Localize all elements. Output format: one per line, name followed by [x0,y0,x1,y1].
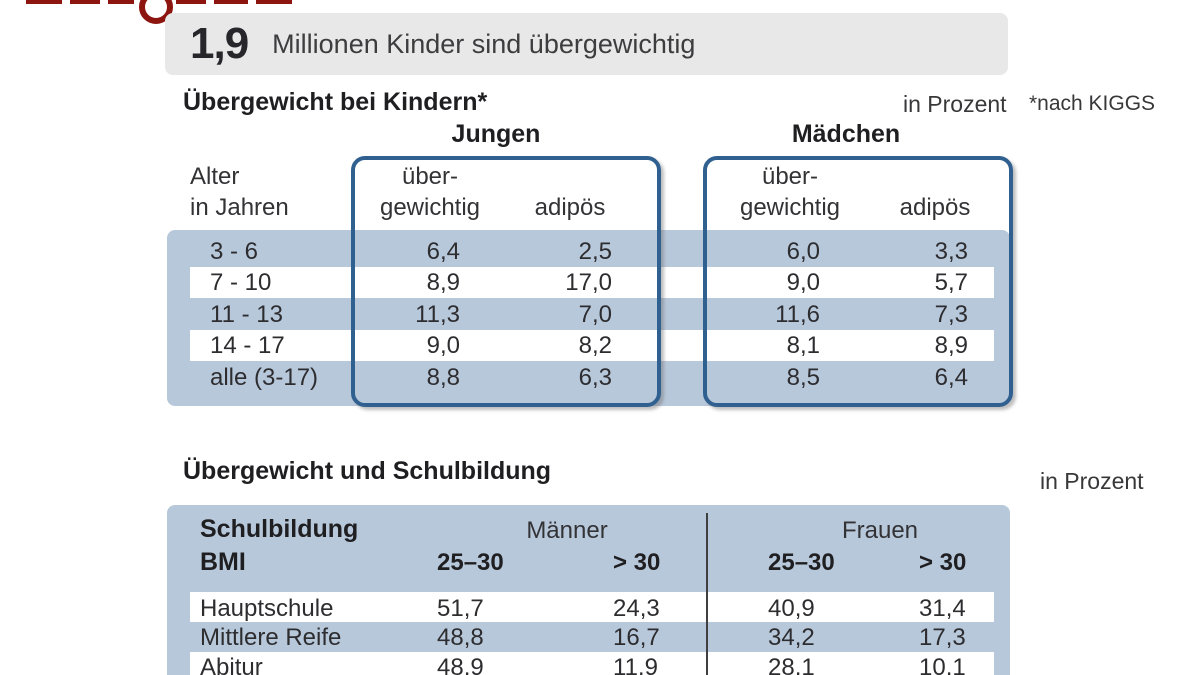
table-row-label: Abitur [200,654,263,675]
headline-fragment [70,0,100,4]
cell-value: 5,7 [934,269,968,296]
section1-title: Übergewicht bei Kindern* [183,88,488,116]
headline-fragment [214,0,248,4]
frauen-bmi-25-30-header: 25–30 [768,549,835,576]
cell-value: 34,2 [768,624,815,651]
cell-value: 9,0 [786,269,820,296]
cell-value: 31,4 [919,595,966,622]
cell-value: 3,3 [934,238,968,265]
table-stripe [190,330,994,361]
table-row-age: 11 - 13 [210,301,283,328]
headline-fragment [256,0,292,4]
table-row-label: Mittlere Reife [200,624,342,651]
cell-value: 8,9 [426,269,460,296]
schulbildung-table: Schulbildung BMI Männer Frauen 25–30 > 3… [167,505,1010,675]
section2-unit-label: in Prozent [1040,468,1144,494]
cell-value: 6,3 [578,364,612,391]
cell-value: 8,1 [786,332,820,359]
cell-value: 9,0 [426,332,460,359]
cell-value: 10,1 [919,654,966,675]
cell-value: 8,9 [934,332,968,359]
cell-value: 24,3 [613,595,660,622]
overweight-header-line1: über- [761,163,819,190]
maenner-bmi-over-30-header: > 30 [613,549,661,576]
overweight-header-line2: gewichtig [739,194,841,221]
cell-value: 6,4 [934,364,968,391]
cell-value: 11,6 [775,301,820,328]
fact-box: 1,9 Millionen Kinder sind übergewichtig [165,13,1008,75]
headline-fragment-g-descender [139,0,173,24]
table-row-age: alle (3-17) [210,364,319,391]
cell-value: 2,5 [578,238,612,265]
fact-label: Millionen Kinder sind übergewichtig [272,28,696,59]
bmi-header: BMI [200,548,246,576]
maenner-bmi-25-30-header: 25–30 [437,549,504,576]
jungen-overweight-header: über- gewichtig [355,161,505,223]
headline-fragment [108,0,134,4]
group-label-maenner: Männer [526,517,608,544]
cell-value: 48,8 [437,624,484,651]
headline-fragment [176,0,206,4]
table-row-age: 3 - 6 [210,238,259,265]
section2-title: Übergewicht und Schulbildung [183,457,552,485]
kinder-table: 3 - 6 6,4 2,5 6,0 3,3 7 - 10 8,9 17,0 9,… [167,230,1010,406]
cell-value: 8,8 [426,364,460,391]
table-stripe [190,592,994,622]
age-header-line1: Alter [190,163,240,190]
age-column-header: Alter in Jahren [190,161,289,223]
schulbildung-header: Schulbildung [200,515,359,543]
table-row-age: 14 - 17 [210,332,285,359]
group-label-jungen: Jungen [451,120,541,148]
cell-value: 17,3 [919,624,966,651]
table-row-label: Hauptschule [200,595,334,622]
section1-unit-label: in Prozent [903,91,1007,117]
cell-value: 11,9 [613,654,658,675]
maedchen-obese-header: adipös [899,194,971,221]
cell-value: 8,5 [786,364,820,391]
cell-value: 7,0 [578,301,612,328]
table-stripe [190,267,994,298]
age-header-line2: in Jahren [190,194,289,221]
table-row-age: 7 - 10 [210,269,272,296]
section1-source-note: *nach KIGGS [1029,92,1156,115]
cell-value: 11,3 [415,301,460,328]
cell-value: 40,9 [768,595,815,622]
cell-value: 8,2 [578,332,612,359]
column-divider-line [706,513,708,675]
cell-value: 6,4 [426,238,460,265]
cell-value: 7,3 [934,301,968,328]
maedchen-overweight-header: über- gewichtig [715,161,865,223]
cell-value: 17,0 [565,269,612,296]
overweight-header-line1: über- [401,163,459,190]
jungen-obese-header: adipös [534,194,606,221]
headline-fragment [26,0,62,4]
table-stripe [190,652,994,675]
frauen-bmi-over-30-header: > 30 [919,549,967,576]
overweight-header-line2: gewichtig [379,194,481,221]
cell-value: 28,1 [768,654,815,675]
cell-value: 16,7 [613,624,660,651]
cell-value: 48,9 [437,654,484,675]
cell-value: 51,7 [437,595,484,622]
fact-number: 1,9 [190,19,249,68]
group-label-frauen: Frauen [841,517,919,544]
group-label-maedchen: Mädchen [791,120,901,148]
cropped-headline-decoration [0,0,320,24]
cell-value: 6,0 [786,238,820,265]
